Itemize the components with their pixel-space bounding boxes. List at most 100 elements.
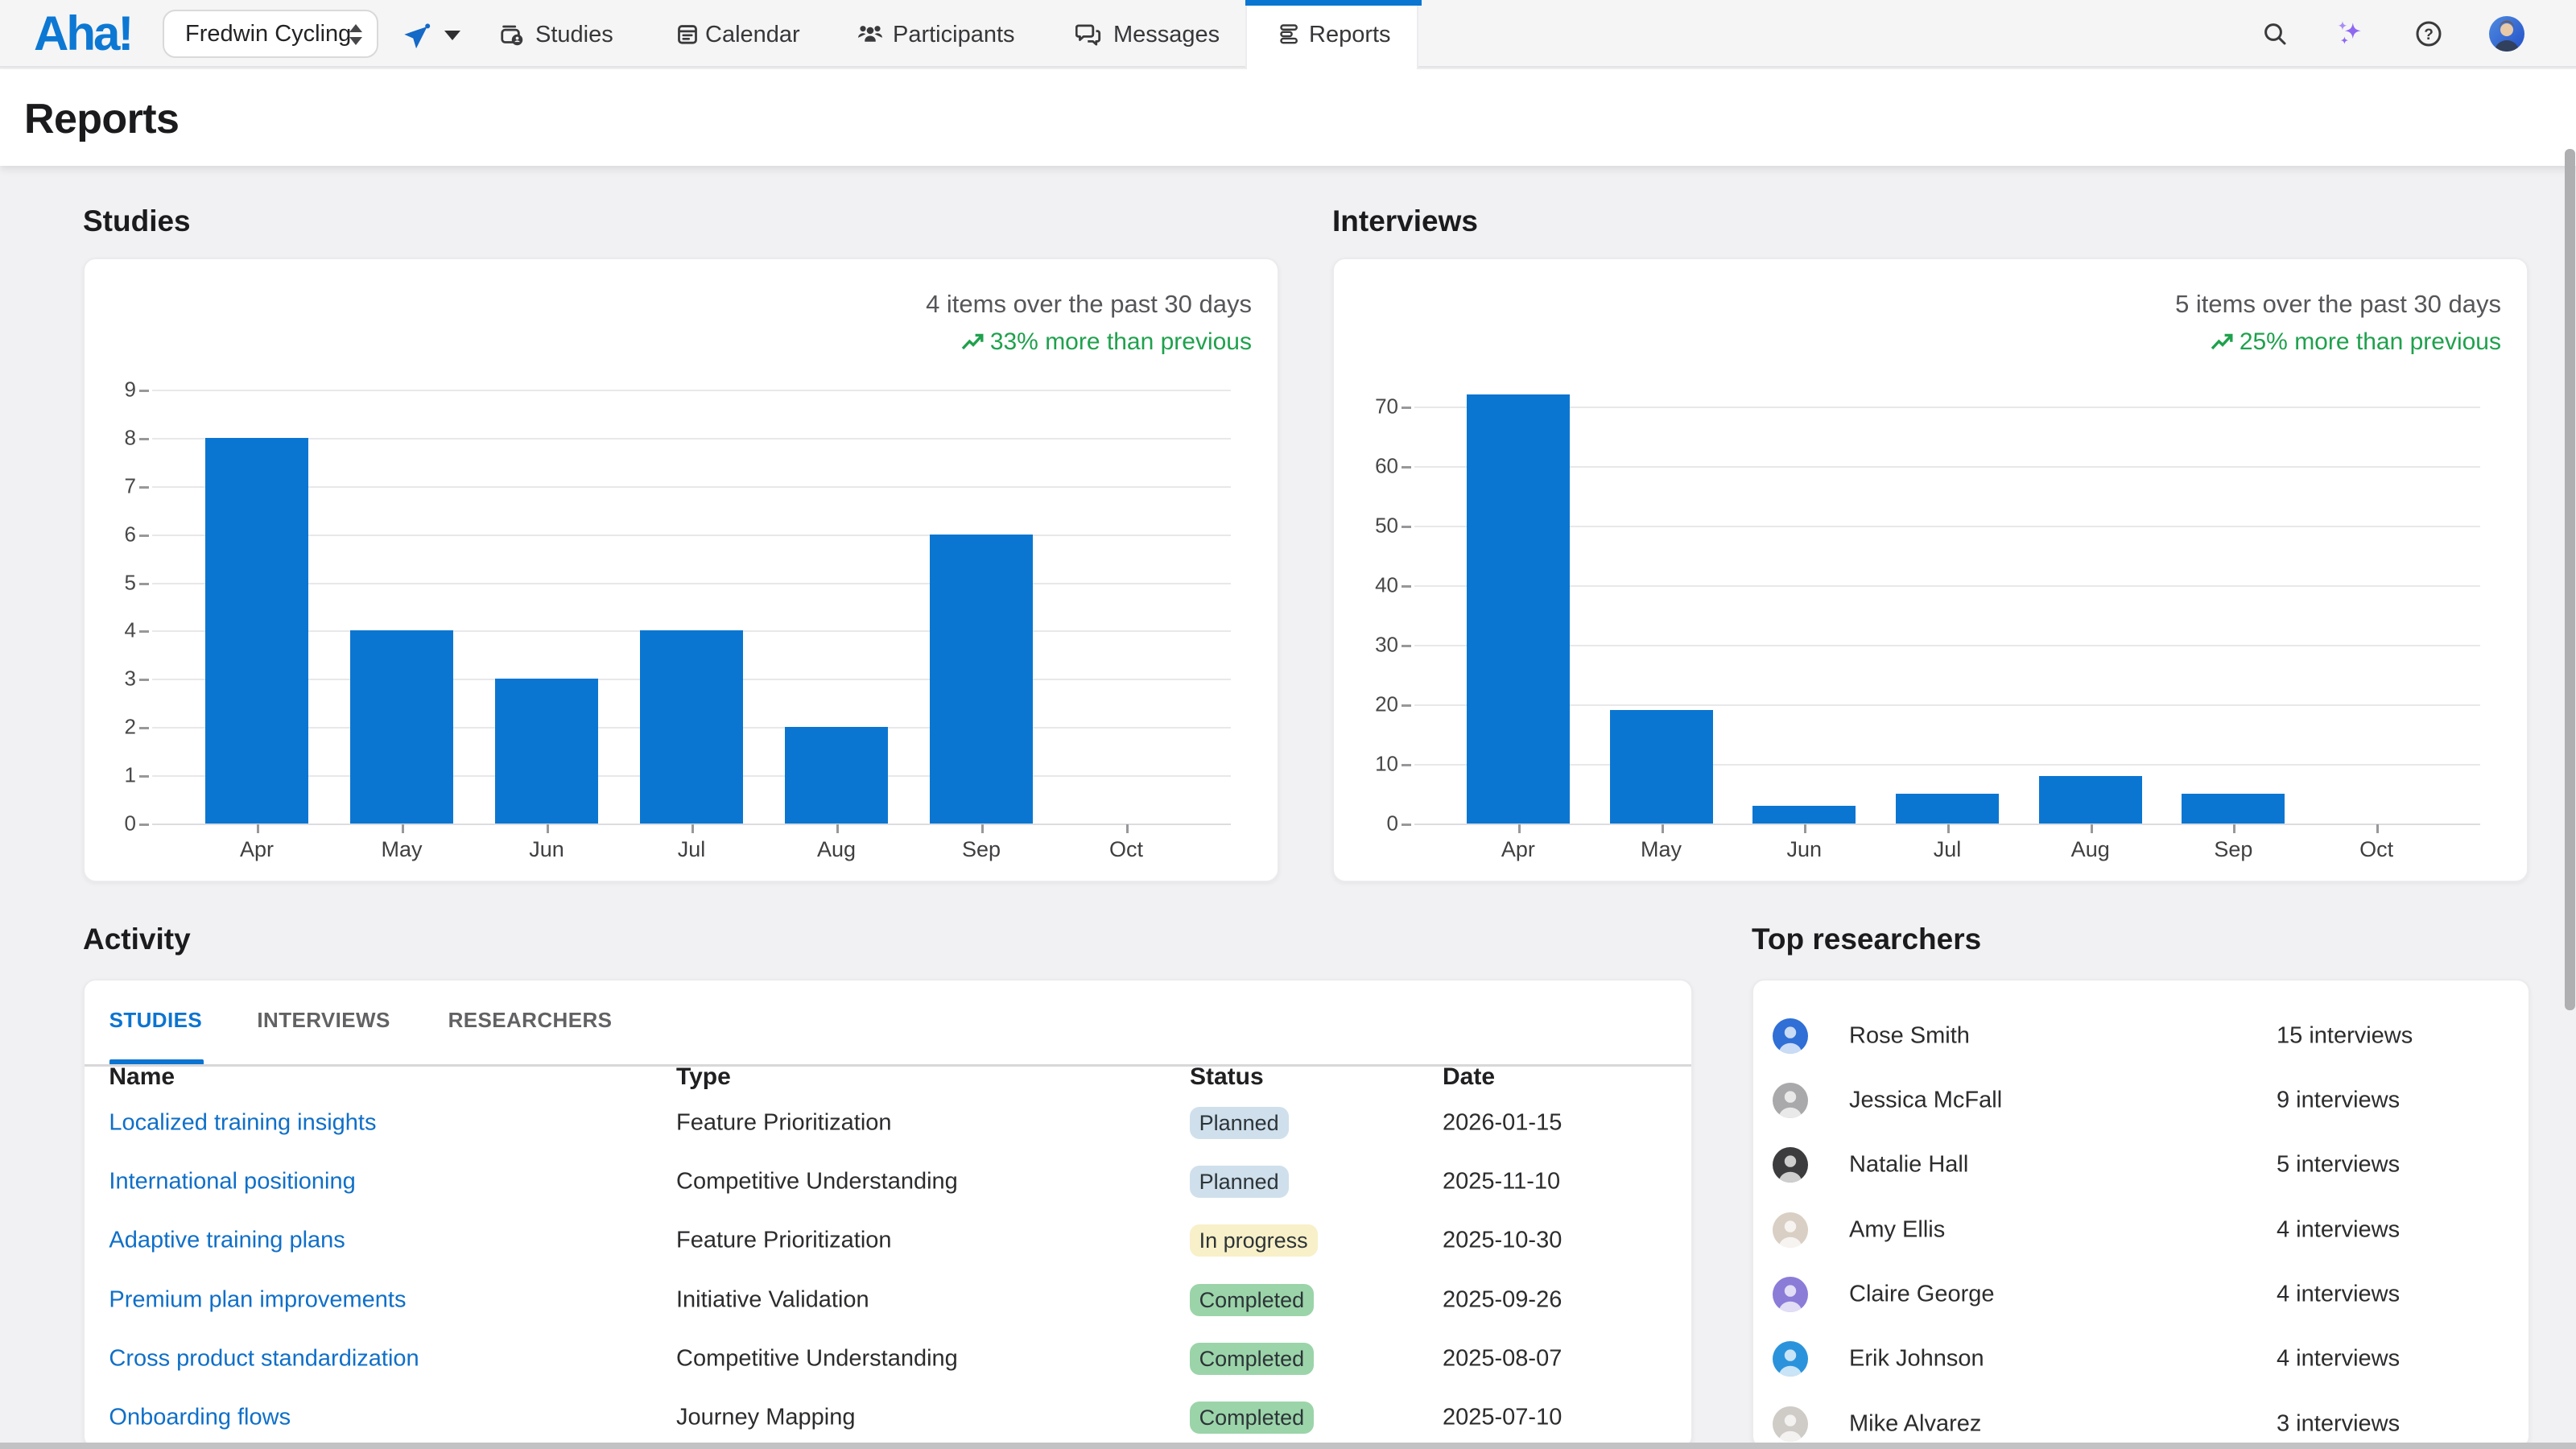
- y-axis-label: 7: [124, 473, 136, 498]
- researcher-avatar: [1773, 1277, 1808, 1313]
- active-tab-indicator: [1245, 0, 1422, 6]
- status-cell: In progress: [1189, 1224, 1318, 1257]
- aha-logo[interactable]: Aha!: [34, 6, 134, 60]
- nav-item-calendar[interactable]: Calendar: [705, 22, 800, 47]
- researcher-avatar: [1773, 1082, 1808, 1118]
- calendar-icon[interactable]: [676, 0, 699, 68]
- x-axis-tick: [2090, 824, 2093, 833]
- messages-icon[interactable]: [1075, 0, 1101, 68]
- status-badge: Completed: [1189, 1402, 1315, 1435]
- interviews-chart-card: 5 items over the past 30 days 25% more t…: [1332, 258, 2529, 882]
- bar-sep: [2182, 793, 2285, 824]
- bar-jul: [640, 630, 743, 824]
- nav-item-reports-active-tab[interactable]: Reports: [1245, 0, 1422, 69]
- nav-item-studies[interactable]: Studies: [535, 22, 613, 47]
- study-type: Initiative Validation: [676, 1286, 869, 1312]
- status-badge: Completed: [1189, 1283, 1315, 1316]
- researcher-name: Erik Johnson: [1849, 1345, 1984, 1372]
- x-axis-label: Jul: [677, 837, 706, 861]
- bar-jun: [1752, 805, 1856, 824]
- study-name-link[interactable]: Localized training insights: [109, 1109, 377, 1136]
- table-row: International positioning Competitive Und…: [85, 1152, 1691, 1212]
- y-axis-label: 9: [124, 377, 136, 402]
- y-axis-label: 10: [1375, 751, 1398, 776]
- reports-icon: [1278, 0, 1301, 68]
- bar-sep: [930, 534, 1033, 824]
- activity-card: STUDIES INTERVIEWS RESEARCHERS Name Type…: [83, 979, 1693, 1449]
- help-icon[interactable]: ?: [2415, 0, 2442, 68]
- nav-item-participants[interactable]: Participants: [893, 22, 1015, 47]
- y-axis-label: 0: [124, 811, 136, 836]
- paper-plane-icon[interactable]: [404, 0, 433, 68]
- studies-box-icon[interactable]: [499, 0, 523, 68]
- y-axis-tick: [139, 534, 149, 537]
- search-icon[interactable]: [2262, 0, 2288, 68]
- y-axis-label: 3: [124, 666, 136, 691]
- status-badge: Planned: [1189, 1165, 1289, 1198]
- y-axis-label: 40: [1375, 572, 1398, 597]
- y-axis-tick: [139, 679, 149, 682]
- y-axis-tick: [1402, 763, 1411, 766]
- researcher-avatar: [1773, 1212, 1808, 1248]
- y-axis-label: 30: [1375, 632, 1398, 657]
- status-cell: Planned: [1189, 1165, 1289, 1198]
- y-axis-tick: [1402, 704, 1411, 707]
- y-axis-label: 2: [124, 714, 136, 739]
- researcher-avatar: [1773, 1341, 1808, 1377]
- study-date: 2026-01-15: [1443, 1109, 1563, 1136]
- nav-item-messages[interactable]: Messages: [1113, 22, 1220, 47]
- researcher-interview-count: 3 interviews: [2277, 1410, 2401, 1437]
- interviews-summary: 5 items over the past 30 days: [2175, 290, 2501, 318]
- study-type: Journey Mapping: [676, 1404, 856, 1430]
- study-date: 2025-07-10: [1443, 1404, 1563, 1430]
- x-axis-label: Aug: [816, 837, 857, 861]
- bar-may: [1609, 710, 1713, 824]
- researcher-row: Jessica McFall 9 interviews: [1753, 1068, 2529, 1133]
- tab-studies[interactable]: STUDIES: [109, 1008, 203, 1032]
- y-axis-tick: [139, 582, 149, 585]
- x-axis-tick: [836, 824, 839, 833]
- study-name-link[interactable]: Premium plan improvements: [109, 1286, 407, 1312]
- x-axis-tick: [981, 824, 984, 833]
- y-axis-label: 60: [1375, 453, 1398, 478]
- vertical-scrollbar[interactable]: [2565, 149, 2575, 1010]
- participants-icon[interactable]: [857, 0, 884, 68]
- tab-interviews[interactable]: INTERVIEWS: [257, 1008, 390, 1032]
- chart-gridline: [1414, 584, 2480, 587]
- content-area: Studies Interviews 4 items over the past…: [0, 166, 2576, 1449]
- study-name-link[interactable]: Onboarding flows: [109, 1404, 291, 1430]
- section-heading-interviews: Interviews: [1332, 204, 1478, 237]
- researcher-avatar: [1773, 1406, 1808, 1442]
- bar-apr: [205, 437, 308, 824]
- y-axis-tick: [139, 630, 149, 634]
- study-type: Feature Prioritization: [676, 1109, 892, 1136]
- column-header-name: Name: [109, 1063, 175, 1090]
- workspace-selector[interactable]: Fredwin Cycling: [163, 10, 378, 58]
- researcher-interview-count: 4 interviews: [2277, 1281, 2401, 1307]
- horizontal-scrollbar[interactable]: [0, 1443, 2576, 1449]
- study-name-link[interactable]: Cross product standardization: [109, 1345, 419, 1372]
- section-heading-top-researchers: Top researchers: [1752, 923, 1982, 956]
- studies-summary: 4 items over the past 30 days: [926, 290, 1252, 318]
- y-axis-label: 4: [124, 617, 136, 642]
- x-axis-label: Sep: [2214, 837, 2253, 861]
- study-name-link[interactable]: Adaptive training plans: [109, 1227, 345, 1253]
- chevron-down-icon[interactable]: [444, 31, 460, 40]
- x-axis-tick: [2376, 824, 2380, 833]
- chart-gridline: [1414, 525, 2480, 527]
- ai-sparkle-icon[interactable]: [2333, 0, 2367, 68]
- tab-researchers[interactable]: RESEARCHERS: [448, 1008, 613, 1032]
- study-name-link[interactable]: International positioning: [109, 1168, 356, 1195]
- x-axis-tick: [1804, 824, 1807, 833]
- chart-gridline: [152, 534, 1231, 536]
- y-axis-tick: [139, 437, 149, 440]
- x-axis-label: Oct: [2359, 837, 2394, 861]
- user-avatar[interactable]: [2489, 16, 2524, 52]
- y-axis-tick: [139, 775, 149, 778]
- x-axis-tick: [1661, 824, 1664, 833]
- y-axis-tick: [1402, 824, 1411, 826]
- section-heading-activity: Activity: [83, 923, 191, 956]
- x-axis-label: Jul: [1933, 837, 1962, 861]
- column-header-date: Date: [1443, 1063, 1496, 1090]
- y-axis-tick: [1402, 465, 1411, 469]
